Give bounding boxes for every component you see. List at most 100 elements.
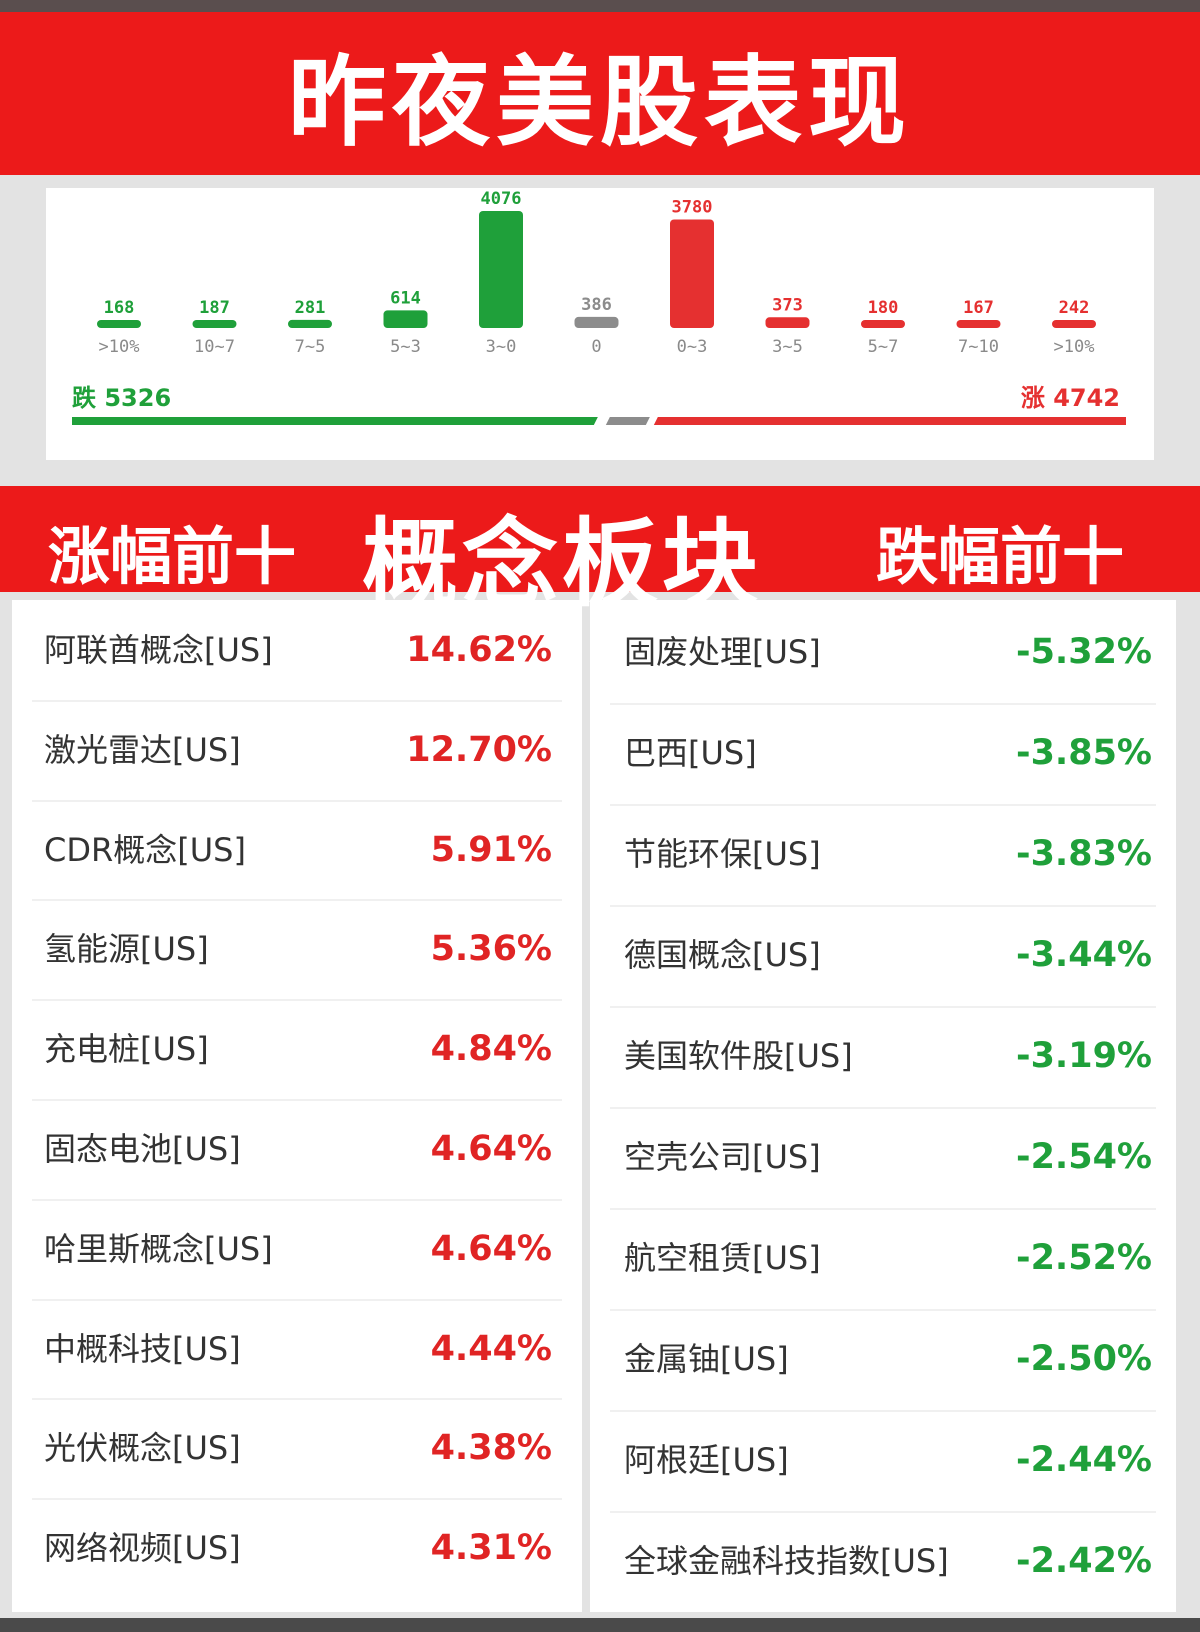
list-item[interactable]: 充电桩[US] 4.84% <box>12 999 582 1099</box>
row-divider <box>610 1309 1156 1311</box>
concept-change-pct: 12.70% <box>406 729 552 770</box>
concept-change-pct: 4.64% <box>430 1228 552 1269</box>
concept-change-pct: 4.84% <box>430 1029 552 1070</box>
concept-name: 网络视频[US] <box>44 1529 241 1568</box>
category-label-4: 3~0 <box>486 337 517 357</box>
row-divider <box>32 1498 562 1501</box>
list-item[interactable]: 哈里斯概念[US] 4.64% <box>12 1198 582 1299</box>
list-item[interactable]: 阿根廷[US] -2.44% <box>590 1410 1176 1510</box>
concept-name: 氢能源[US] <box>44 930 209 969</box>
list-item[interactable]: 全球金融科技指数[US] -2.42% <box>590 1511 1176 1611</box>
row-divider <box>32 799 562 802</box>
concept-change-pct: -2.50% <box>1016 1339 1152 1379</box>
concept-change-pct: 4.38% <box>430 1428 552 1469</box>
concept-change-pct: -3.44% <box>1016 935 1152 975</box>
list-item[interactable]: 节能环保[US] -3.83% <box>590 804 1176 904</box>
bar-0 <box>97 320 141 328</box>
list-item[interactable]: 固态电池[US] 4.64% <box>12 1099 582 1199</box>
concept-name: 航空租赁[US] <box>624 1239 821 1277</box>
concept-change-pct: -3.85% <box>1016 733 1152 773</box>
top-gainers-title: 涨幅前十 <box>48 520 297 593</box>
list-item[interactable]: 空壳公司[US] -2.54% <box>590 1107 1176 1207</box>
category-label-9: 7~10 <box>958 337 999 357</box>
title-banner: 昨夜美股表现 <box>0 12 1200 175</box>
row-divider <box>610 1107 1156 1109</box>
top-losers-title: 跌幅前十 <box>876 520 1125 593</box>
category-label-3: 5~3 <box>390 337 421 357</box>
bar-5 <box>574 316 619 328</box>
list-item[interactable]: 固废处理[US] -5.32% <box>590 602 1176 702</box>
distribution-chart: 168 >10% 187 10~7 281 7~5 614 5~3 4076 3~0 386 0 378… <box>46 188 1154 460</box>
list-item[interactable]: 氢能源[US] 5.36% <box>12 899 582 999</box>
bar-10 <box>1052 320 1096 328</box>
page-title: 昨夜美股表现 <box>287 45 912 160</box>
concept-change-pct: -3.19% <box>1016 1036 1152 1076</box>
list-item[interactable]: 美国软件股[US] -3.19% <box>590 1006 1176 1106</box>
row-divider <box>32 1398 562 1401</box>
concept-change-pct: -2.42% <box>1016 1541 1152 1581</box>
category-label-2: 7~5 <box>295 337 326 357</box>
concept-name: 巴西[US] <box>624 734 757 772</box>
concept-name: 固态电池[US] <box>44 1130 241 1168</box>
list-item[interactable]: 阿联酋概念[US] 14.62% <box>12 600 582 700</box>
list-item[interactable]: 光伏概念[US] 4.38% <box>12 1398 582 1498</box>
bar-value-label-6: 3780 <box>672 197 713 217</box>
up-ratio-bar <box>653 417 1126 425</box>
distribution-chart-svg: 168 >10% 187 10~7 281 7~5 614 5~3 4076 3~0 386 0 378… <box>72 189 1126 425</box>
row-divider <box>610 1006 1156 1008</box>
concept-change-pct: 5.91% <box>430 829 552 870</box>
bar-value-label-8: 180 <box>868 298 899 318</box>
row-divider <box>610 905 1156 907</box>
row-divider <box>32 999 562 1002</box>
concept-change-pct: 4.31% <box>430 1528 552 1569</box>
concept-change-pct: -2.54% <box>1016 1137 1152 1177</box>
top-gainers-panel: 阿联酋概念[US] 14.62% 激光雷达[US] 12.70% CDR概念[US] 5.… <box>12 600 582 1612</box>
concept-change-pct: 4.64% <box>430 1129 552 1169</box>
bar-value-label-0: 168 <box>104 298 135 318</box>
category-label-5: 0 <box>591 337 601 357</box>
concept-name: 激光雷达[US] <box>44 730 241 769</box>
top-losers-panel: 固废处理[US] -5.32% 巴西[US] -3.85% 节能环保[US] -3.83%… <box>590 600 1176 1612</box>
list-item[interactable]: 巴西[US] -3.85% <box>590 703 1176 803</box>
concept-name: 中概科技[US] <box>44 1329 241 1368</box>
concept-change-pct: -5.32% <box>1016 632 1152 672</box>
row-divider <box>32 1099 562 1101</box>
concept-name: 固废处理[US] <box>624 633 821 671</box>
concept-name: 金属铀[US] <box>624 1340 789 1378</box>
flat-ratio-bar <box>605 417 650 425</box>
bar-value-label-2: 281 <box>295 298 326 318</box>
row-divider <box>610 1208 1156 1210</box>
concept-change-pct: 14.62% <box>406 630 552 670</box>
bar-9 <box>956 320 1001 328</box>
bar-2 <box>288 319 332 328</box>
down-ratio-bar <box>72 417 598 425</box>
list-item[interactable]: 激光雷达[US] 12.70% <box>12 699 582 800</box>
list-item[interactable]: CDR概念[US] 5.91% <box>12 799 582 900</box>
bar-value-label-10: 242 <box>1059 298 1090 318</box>
concept-name: CDR概念[US] <box>44 830 246 869</box>
concept-change-pct: -2.44% <box>1016 1440 1152 1480</box>
list-item[interactable]: 金属铀[US] -2.50% <box>590 1309 1176 1409</box>
category-label-1: 10~7 <box>194 337 235 357</box>
bottom-strip <box>0 1618 1200 1632</box>
concept-name: 美国软件股[US] <box>624 1037 853 1075</box>
list-item[interactable]: 中概科技[US] 4.44% <box>12 1298 582 1399</box>
concept-change-pct: 5.36% <box>430 929 552 970</box>
bar-value-label-4: 4076 <box>481 189 522 209</box>
bar-value-label-1: 187 <box>199 298 230 318</box>
list-item[interactable]: 航空租赁[US] -2.52% <box>590 1208 1176 1308</box>
bar-7 <box>765 317 810 328</box>
bar-3 <box>383 310 428 328</box>
list-item[interactable]: 德国概念[US] -3.44% <box>590 905 1176 1005</box>
down-count-label: 跌 5326 <box>72 384 171 412</box>
row-divider <box>610 804 1156 806</box>
list-item[interactable]: 网络视频[US] 4.31% <box>12 1498 582 1598</box>
category-label-6: 0~3 <box>677 337 708 357</box>
up-count-label: 涨 4742 <box>1021 384 1120 412</box>
bar-4 <box>479 211 523 328</box>
concept-name: 光伏概念[US] <box>44 1429 241 1468</box>
concept-name: 哈里斯概念[US] <box>44 1229 273 1268</box>
bar-value-label-3: 614 <box>390 288 421 308</box>
concept-name: 阿联酋概念[US] <box>44 631 273 669</box>
concept-name: 空壳公司[US] <box>624 1138 821 1176</box>
